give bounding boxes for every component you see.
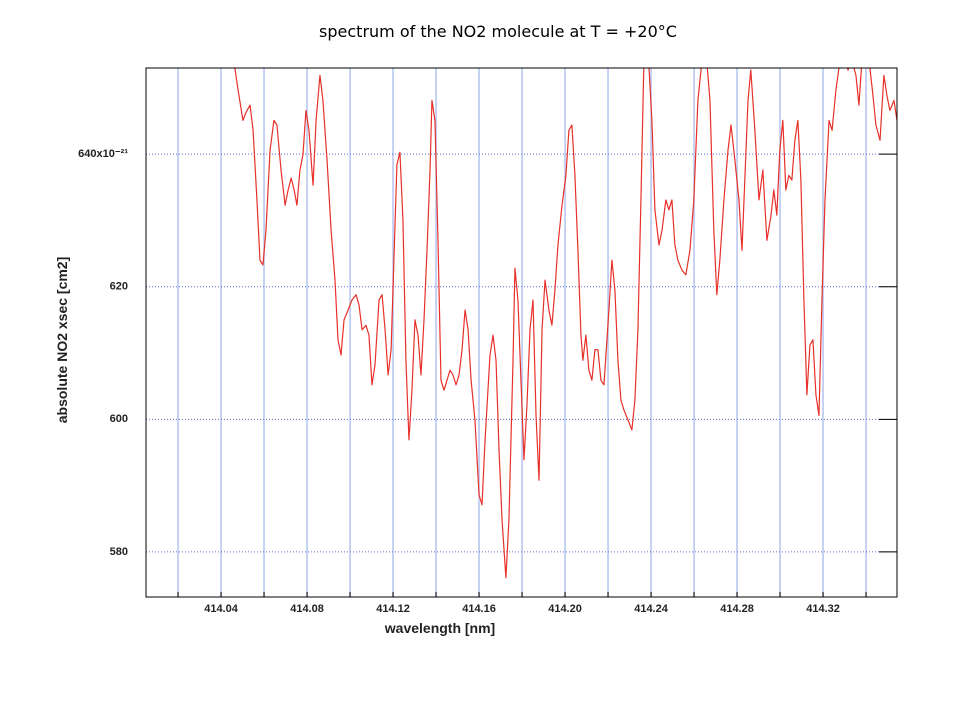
y-tick-label: 620 — [110, 281, 128, 293]
y-tick-label: 600 — [110, 413, 128, 425]
x-tick-label: 414.16 — [462, 603, 496, 615]
x-tick-label: 414.04 — [204, 603, 239, 615]
x-tick-label: 414.20 — [548, 603, 582, 615]
x-tick-label: 414.24 — [634, 603, 669, 615]
grid — [146, 68, 897, 597]
plot-area — [234, 68, 897, 579]
y-axis-label: absolute NO2 xsec [cm2] — [54, 257, 70, 424]
x-tick-label: 414.08 — [290, 603, 324, 615]
tick-labels: 414.04 414.08 414.12 414.16 414.20 414.24 414.… — [78, 148, 840, 615]
spectrum-line — [234, 68, 897, 579]
chart-title: spectrum of the NO2 molecule at T = +20°… — [319, 22, 677, 41]
x-axis-label: wavelength [nm] — [384, 620, 495, 636]
x-tick-label: 414.32 — [806, 603, 840, 615]
y-tick-label: 580 — [110, 546, 128, 558]
y-tick-label: 640x10⁻²¹ — [78, 148, 128, 160]
x-tick-label: 414.12 — [376, 603, 410, 615]
plot-frame — [145, 67, 898, 598]
x-tick-label: 414.28 — [720, 603, 754, 615]
